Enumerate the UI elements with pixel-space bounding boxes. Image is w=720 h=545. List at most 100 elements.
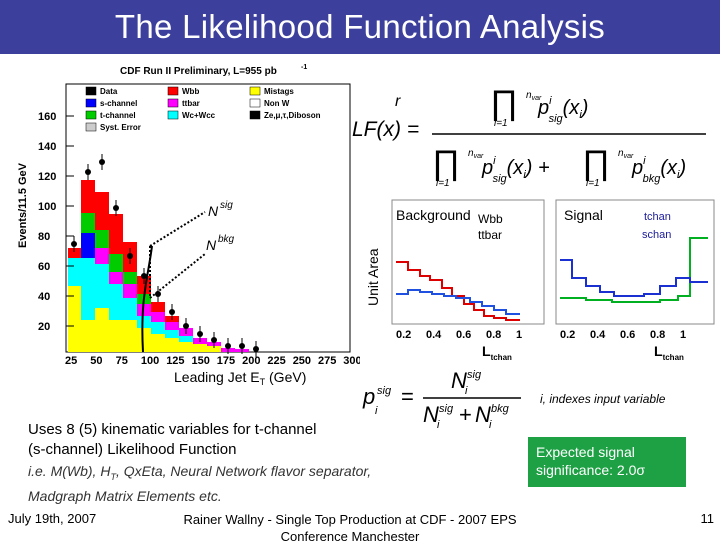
legend-label: t-channel xyxy=(100,111,136,120)
shape-x-tick-label: 0.6 xyxy=(456,329,471,341)
svg-text:N: N xyxy=(451,368,467,393)
y-tick-label: 100 xyxy=(38,201,56,213)
svg-text:sig: sig xyxy=(439,403,454,415)
svg-text:∏: ∏ xyxy=(432,144,460,182)
x-tick-label: 100 xyxy=(141,355,159,367)
svg-text:i=1: i=1 xyxy=(436,178,450,189)
legend-swatch xyxy=(167,110,179,120)
vector-arrow: r xyxy=(395,93,401,110)
background-item-wbb: Wbb xyxy=(478,212,503,226)
x-tick-label: 200 xyxy=(242,355,260,367)
shape-x-tick-label: 1 xyxy=(680,329,686,341)
plot-header: CDF Run II Preliminary, L=955 pb xyxy=(120,66,277,77)
signal-x-ticks: 0.2 0.4 0.6 0.8 1 xyxy=(560,329,686,341)
legend-label: Syst. Error xyxy=(100,123,141,132)
ttbar-curve xyxy=(396,289,520,315)
signal-item-schan: schan xyxy=(642,229,671,241)
legend-label: Wc+Wcc xyxy=(182,111,216,120)
footer-page-number: 11 xyxy=(700,511,715,526)
svg-text:N: N xyxy=(475,402,491,427)
x-axis-label: Leading Jet ET (GeV) xyxy=(174,369,306,387)
y-tick-label: 60 xyxy=(38,261,50,273)
n-bkg-label: N xyxy=(206,237,217,253)
legend-label: ttbar xyxy=(182,99,200,108)
footer-date: July 19th, 2007 xyxy=(8,511,97,526)
formula-lhs: LF(x) = xyxy=(352,118,419,141)
svg-text:sig: sig xyxy=(467,369,482,381)
shape-x-tick-label: 0.2 xyxy=(560,329,575,341)
histogram-stack xyxy=(68,180,249,352)
svg-text:i=1: i=1 xyxy=(494,118,508,129)
shape-x-tick-label: 0.2 xyxy=(396,329,411,341)
legend-swatch xyxy=(85,122,97,132)
signal-item-tchan: tchan xyxy=(644,211,671,223)
main-text: Uses 8 (5) kinematic variables for t-cha… xyxy=(28,420,316,460)
x-tick-label: 150 xyxy=(192,355,210,367)
svg-text:i: i xyxy=(489,419,492,430)
svg-text:∏: ∏ xyxy=(582,144,610,182)
svg-text:i: i xyxy=(465,385,468,397)
x-tick-label: 75 xyxy=(116,355,128,367)
svg-text:i=1: i=1 xyxy=(586,178,600,189)
signal-x-label: Ltchan xyxy=(654,343,684,362)
plot-header-sup: -1 xyxy=(301,64,307,71)
svg-text:nvar: nvar xyxy=(618,148,634,160)
background-x-label: Ltchan xyxy=(482,343,512,362)
y-tick-label: 160 xyxy=(38,111,56,123)
legend-label: Mistags xyxy=(264,87,294,96)
x-tick-label: 125 xyxy=(166,355,184,367)
shape-x-tick-label: 0.4 xyxy=(426,329,442,341)
y-tick-label: 140 xyxy=(38,141,56,153)
y-tick-label: 20 xyxy=(38,321,50,333)
shape-x-tick-label: 0.4 xyxy=(590,329,606,341)
signal-title: Signal xyxy=(564,207,603,223)
ie-text: i.e. M(Wb), HT, QxEta, Neural Network fl… xyxy=(28,463,372,504)
background-panel xyxy=(391,199,545,325)
y-ticks: 160 140 120 100 80 60 40 20 xyxy=(38,111,74,333)
y-axis-label: Events/11.5 GeV xyxy=(17,162,29,248)
likelihood-formula: r LF(x) = ∏ nvar i=1 pi sig(xi) ∏ nvar i=… xyxy=(352,86,706,189)
svg-text:p: p xyxy=(362,384,375,409)
legend-swatch xyxy=(167,98,179,108)
svg-text:i: i xyxy=(437,419,440,430)
n-bkg-sup: bkg xyxy=(218,234,235,245)
x-ticks: 255075100125150175200225250275300325350 xyxy=(65,355,360,367)
legend: Data Wbb Mistags s-channel ttbar Non W t-chann… xyxy=(85,86,321,132)
shape-plots: Unit Area Background Wbb ttbar Signal tc… xyxy=(365,199,715,362)
x-tick-label: 25 xyxy=(65,355,77,367)
background-x-ticks: 0.2 0.4 0.6 0.8 1 xyxy=(396,329,522,341)
svg-text:N: N xyxy=(423,402,439,427)
tchan-curve xyxy=(560,237,708,303)
legend-label: s-channel xyxy=(100,99,137,108)
left-plot: CDF Run II Preliminary, L=955 pb -1 Even… xyxy=(17,64,360,387)
background-title: Background xyxy=(396,207,471,223)
signal-panel xyxy=(555,199,715,325)
title-bar xyxy=(0,0,720,54)
x-tick-label: 250 xyxy=(293,355,311,367)
svg-text:+: + xyxy=(459,402,472,427)
shape-x-tick-label: 0.8 xyxy=(650,329,665,341)
x-tick-label: 225 xyxy=(267,355,285,367)
main-line-1: Uses 8 (5) kinematic variables for t-cha… xyxy=(28,421,317,438)
legend-label: Data xyxy=(100,87,118,96)
legend-swatch xyxy=(85,86,97,96)
legend-swatch xyxy=(85,98,97,108)
legend-label: Non W xyxy=(264,99,290,108)
legend-swatch xyxy=(249,110,261,120)
x-tick-label: 275 xyxy=(318,355,336,367)
background-item-ttbar: ttbar xyxy=(478,228,502,242)
x-tick-label: 300 xyxy=(343,355,360,367)
bracket-line xyxy=(141,245,153,353)
shape-x-tick-label: 1 xyxy=(516,329,522,341)
legend-label: Ze,μ,τ,Diboson xyxy=(264,111,321,120)
legend-swatch xyxy=(249,98,261,108)
slide-title: The Likelihood Function Analysis xyxy=(114,8,606,45)
shape-x-tick-label: 0.8 xyxy=(486,329,501,341)
svg-text:nvar: nvar xyxy=(468,148,484,160)
y-tick-label: 80 xyxy=(38,231,50,243)
pdf-formula: p sig i = N sig i N sig i + N bkg i xyxy=(362,368,521,430)
shape-x-tick-label: 0.6 xyxy=(620,329,635,341)
main-line-2: (s-channel) Likelihood Function xyxy=(28,441,237,458)
